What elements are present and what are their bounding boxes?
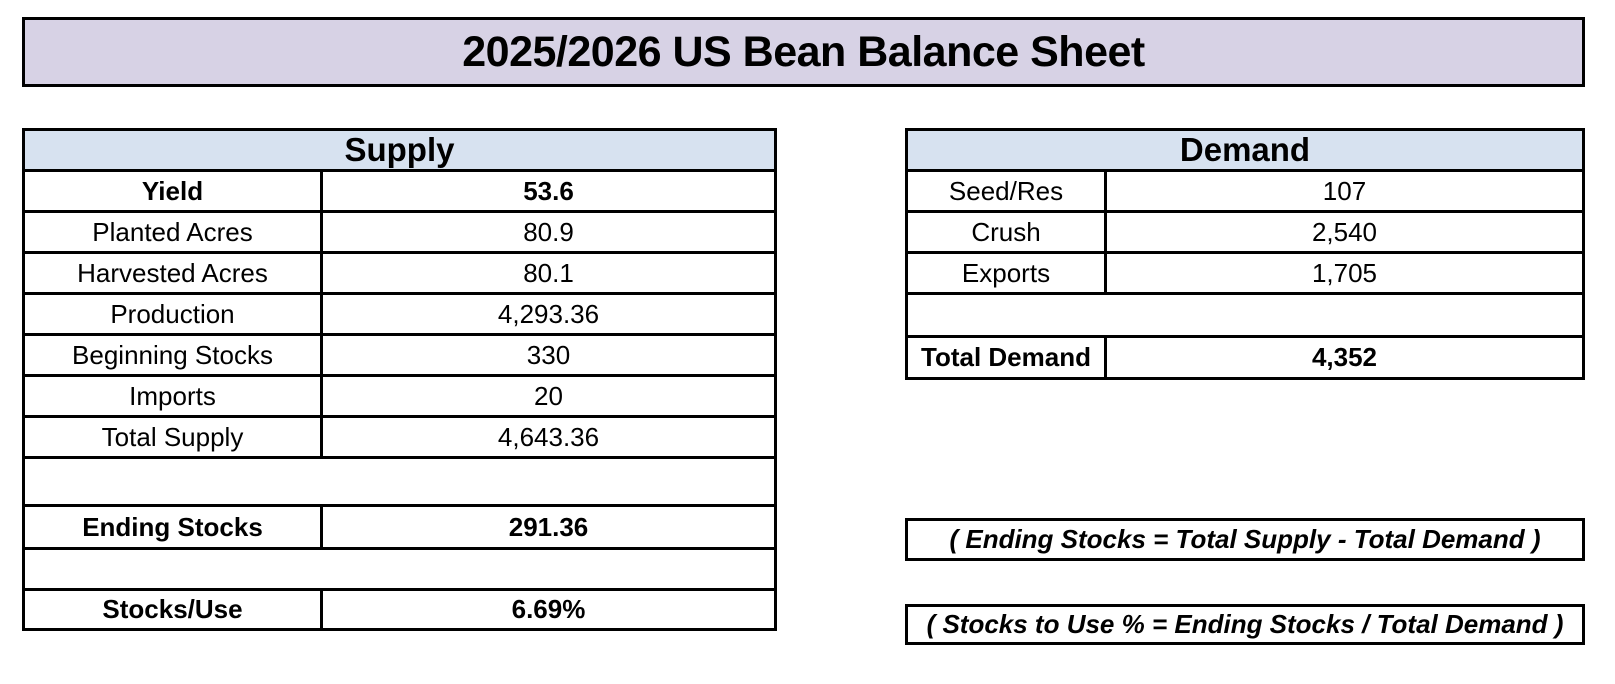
row-label: Total Demand <box>908 338 1107 377</box>
row-label: Production <box>25 295 323 333</box>
supply-row-production: Production 4,293.36 <box>25 295 774 336</box>
row-value: 330 <box>526 339 571 370</box>
row-value: 2,540 <box>1311 216 1378 247</box>
row-label: Crush <box>908 213 1107 251</box>
row-value: 1,705 <box>1311 257 1378 288</box>
stocks-to-use-formula-note: ( Stocks to Use % = Ending Stocks / Tota… <box>905 604 1585 645</box>
demand-row-exports: Exports 1,705 <box>908 254 1582 295</box>
row-label: Yield <box>25 172 323 210</box>
ending-stocks-formula-note: ( Ending Stocks = Total Supply - Total D… <box>905 518 1585 561</box>
row-value: 20 <box>534 380 563 411</box>
demand-row-total-demand: Total Demand 4,352 <box>908 338 1582 377</box>
row-value: 107 <box>1322 175 1367 206</box>
row-label: Harvested Acres <box>25 254 323 292</box>
supply-row-harvested-acres: Harvested Acres 80.1 <box>25 254 774 295</box>
row-value: 291.36 <box>508 511 589 542</box>
row-label: Imports <box>25 377 323 415</box>
supply-row-ending-stocks: Ending Stocks 291.36 <box>25 507 774 550</box>
row-value: 4,293.36 <box>497 298 600 329</box>
row-value: 80.1 <box>523 257 574 288</box>
row-value: 4,352 <box>1311 342 1378 372</box>
row-label: Ending Stocks <box>25 507 323 547</box>
demand-header: Demand <box>908 131 1582 172</box>
row-label: Stocks/Use <box>25 591 323 628</box>
row-label: Exports <box>908 254 1107 292</box>
row-value: 80.9 <box>523 216 574 247</box>
row-label: Seed/Res <box>908 172 1107 210</box>
demand-table: Demand Seed/Res 107 Crush 2,540 Exports … <box>905 128 1585 380</box>
demand-row-seed-res: Seed/Res 107 <box>908 172 1582 213</box>
page-title: 2025/2026 US Bean Balance Sheet <box>22 17 1585 87</box>
demand-row-crush: Crush 2,540 <box>908 213 1582 254</box>
supply-table: Supply Yield 53.6 Planted Acres 80.9 Har… <box>22 128 777 631</box>
supply-row-total-supply: Total Supply 4,643.36 <box>25 418 774 459</box>
row-label: Total Supply <box>25 418 323 456</box>
supply-row-imports: Imports 20 <box>25 377 774 418</box>
row-value: 4,643.36 <box>497 421 600 452</box>
demand-blank-row <box>908 295 1582 338</box>
row-label: Beginning Stocks <box>25 336 323 374</box>
row-value: 53.6 <box>523 175 574 206</box>
row-label: Planted Acres <box>25 213 323 251</box>
supply-header: Supply <box>25 131 774 172</box>
supply-blank-row <box>25 459 774 507</box>
row-value: 6.69% <box>511 594 586 624</box>
supply-row-beginning-stocks: Beginning Stocks 330 <box>25 336 774 377</box>
supply-blank-row <box>25 550 774 591</box>
supply-row-planted-acres: Planted Acres 80.9 <box>25 213 774 254</box>
supply-row-stocks-use: Stocks/Use 6.69% <box>25 591 774 628</box>
supply-row-yield: Yield 53.6 <box>25 172 774 213</box>
